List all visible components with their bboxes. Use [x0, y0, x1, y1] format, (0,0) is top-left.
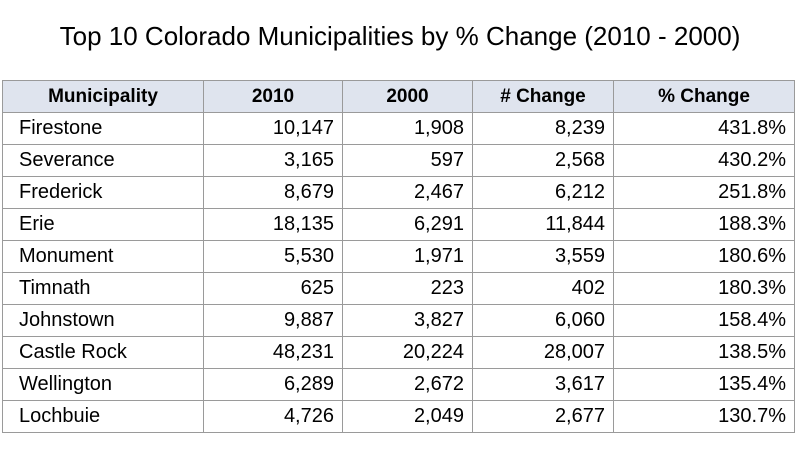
cell-percent-change: 430.2%	[613, 144, 795, 177]
cell-2000: 20,224	[342, 336, 473, 369]
cell-2010: 9,887	[203, 304, 343, 337]
table-row: Monument 5,530 1,971 3,559 180.6%	[2, 240, 795, 273]
cell-2010: 3,165	[203, 144, 343, 177]
cell-number-change: 8,239	[472, 112, 614, 145]
table-row: Timnath 625 223 402 180.3%	[2, 272, 795, 305]
cell-2000: 2,049	[342, 400, 473, 433]
header-2000: 2000	[342, 80, 473, 113]
cell-number-change: 28,007	[472, 336, 614, 369]
cell-number-change: 2,677	[472, 400, 614, 433]
cell-2010: 4,726	[203, 400, 343, 433]
header-2010: 2010	[203, 80, 343, 113]
cell-2010: 5,530	[203, 240, 343, 273]
cell-municipality: Erie	[2, 208, 204, 241]
cell-2000: 223	[342, 272, 473, 305]
cell-2000: 1,971	[342, 240, 473, 273]
municipality-table: Municipality 2010 2000 # Change % Change…	[2, 80, 795, 433]
cell-2010: 48,231	[203, 336, 343, 369]
cell-number-change: 3,617	[472, 368, 614, 401]
cell-percent-change: 188.3%	[613, 208, 795, 241]
cell-number-change: 402	[472, 272, 614, 305]
table-row: Lochbuie 4,726 2,049 2,677 130.7%	[2, 400, 795, 433]
cell-percent-change: 135.4%	[613, 368, 795, 401]
cell-2000: 6,291	[342, 208, 473, 241]
cell-number-change: 6,060	[472, 304, 614, 337]
table-title: Top 10 Colorado Municipalities by % Chan…	[59, 21, 741, 51]
table-row: Wellington 6,289 2,672 3,617 135.4%	[2, 368, 795, 401]
cell-municipality: Johnstown	[2, 304, 204, 337]
cell-2010: 6,289	[203, 368, 343, 401]
cell-2000: 597	[342, 144, 473, 177]
cell-municipality: Monument	[2, 240, 204, 273]
cell-percent-change: 431.8%	[613, 112, 795, 145]
header-municipality: Municipality	[2, 80, 204, 113]
cell-municipality: Frederick	[2, 176, 204, 209]
cell-percent-change: 180.6%	[613, 240, 795, 273]
cell-municipality: Severance	[2, 144, 204, 177]
cell-2010: 8,679	[203, 176, 343, 209]
cell-municipality: Wellington	[2, 368, 204, 401]
cell-2000: 3,827	[342, 304, 473, 337]
cell-municipality: Timnath	[2, 272, 204, 305]
table-row: Severance 3,165 597 2,568 430.2%	[2, 144, 795, 177]
cell-2000: 1,908	[342, 112, 473, 145]
cell-number-change: 2,568	[472, 144, 614, 177]
cell-municipality: Firestone	[2, 112, 204, 145]
cell-2000: 2,467	[342, 176, 473, 209]
cell-number-change: 6,212	[472, 176, 614, 209]
cell-municipality: Lochbuie	[2, 400, 204, 433]
cell-2010: 625	[203, 272, 343, 305]
table-row: Castle Rock 48,231 20,224 28,007 138.5%	[2, 336, 795, 369]
cell-percent-change: 130.7%	[613, 400, 795, 433]
cell-municipality: Castle Rock	[2, 336, 204, 369]
table-row: Johnstown 9,887 3,827 6,060 158.4%	[2, 304, 795, 337]
cell-percent-change: 158.4%	[613, 304, 795, 337]
header-percent-change: % Change	[613, 80, 795, 113]
table-row: Erie 18,135 6,291 11,844 188.3%	[2, 208, 795, 241]
cell-percent-change: 180.3%	[613, 272, 795, 305]
cell-2000: 2,672	[342, 368, 473, 401]
header-number-change: # Change	[472, 80, 614, 113]
table-row: Frederick 8,679 2,467 6,212 251.8%	[2, 176, 795, 209]
cell-percent-change: 138.5%	[613, 336, 795, 369]
cell-2010: 18,135	[203, 208, 343, 241]
header-row: Municipality 2010 2000 # Change % Change	[2, 80, 795, 113]
cell-number-change: 11,844	[472, 208, 614, 241]
cell-2010: 10,147	[203, 112, 343, 145]
table-row: Firestone 10,147 1,908 8,239 431.8%	[2, 112, 795, 145]
cell-number-change: 3,559	[472, 240, 614, 273]
cell-percent-change: 251.8%	[613, 176, 795, 209]
